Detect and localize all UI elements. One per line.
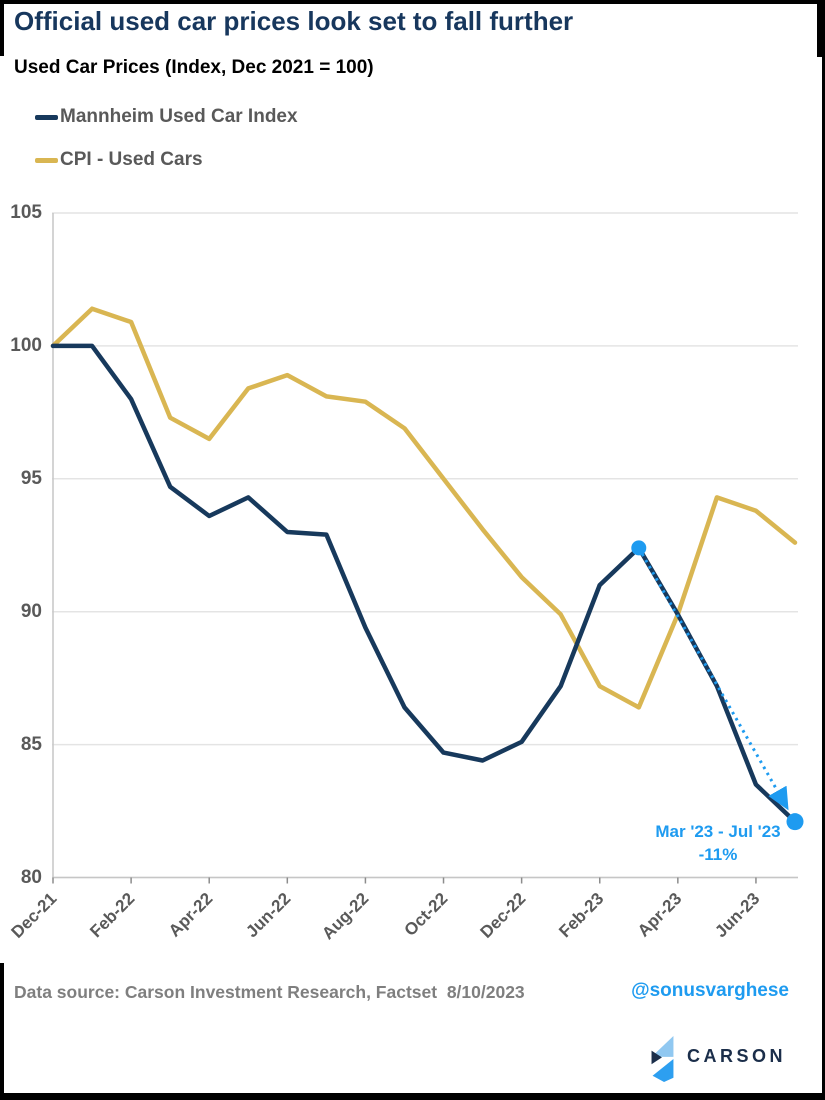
legend-item-mannheim: Mannheim Used Car Index (35, 105, 298, 129)
carson-logo-icon (651, 1036, 674, 1082)
chart-subtitle: Used Car Prices (Index, Dec 2021 = 100) (14, 57, 374, 78)
data-source-date: 8/10/2023 (446, 982, 525, 1002)
frame-border-right-tab (817, 0, 825, 57)
chart-annotation: Mar '23 - Jul '23 -11% (636, 820, 800, 866)
y-axis-label-105: 105 (10, 202, 42, 223)
annotation-range: Mar '23 - Jul '23 (655, 822, 781, 841)
carson-logo: CARSON (650, 1035, 810, 1085)
series-line-cpi-used-cars (50, 306, 798, 710)
y-axis-label-95: 95 (20, 467, 42, 489)
frame-border-top (0, 0, 825, 4)
frame-border-left-top (0, 0, 4, 56)
carson-logo-text: CARSON (687, 1046, 787, 1066)
annotation-dotted-arrow (637, 547, 789, 811)
legend-swatch-navy (35, 114, 58, 120)
y-axis-label-100: 100 (10, 334, 42, 356)
y-axis-label-80: 80 (20, 866, 42, 888)
series-line-mannheim (50, 343, 798, 824)
page-title: Official used car prices look set to fal… (14, 6, 574, 36)
highlight-dot-mar-23 (631, 540, 647, 556)
social-handle: @sonusvarghese (631, 980, 789, 1001)
y-axis-label-90: 90 (20, 600, 42, 622)
legend-label: CPI - Used Cars (60, 149, 203, 170)
data-source-text: Data source: Carson Investment Research,… (14, 982, 438, 1002)
y-axis-label-85: 85 (20, 733, 42, 755)
highlight-dot-jul-23 (786, 813, 804, 831)
frame-border-right (822, 0, 825, 1100)
legend-swatch-gold (35, 157, 58, 163)
frame-border-bottom (0, 1093, 825, 1100)
legend-label: Mannheim Used Car Index (60, 106, 298, 127)
legend-item-cpi: CPI - Used Cars (35, 148, 203, 172)
annotation-percent: -11% (698, 845, 738, 864)
frame-border-left-bottom (0, 963, 4, 1100)
data-source-note: Data source: Carson Investment Research,… (14, 982, 525, 1003)
